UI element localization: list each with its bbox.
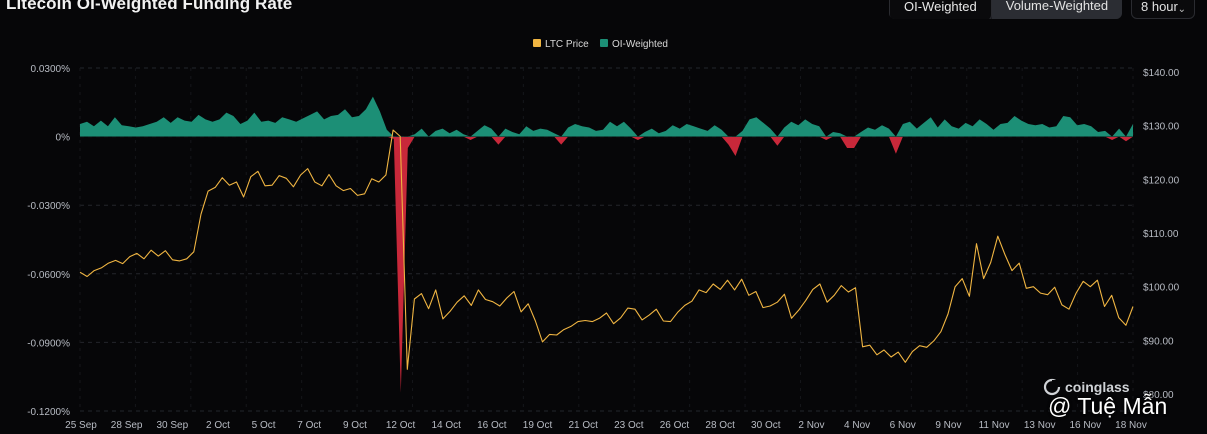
y-right-tick-label: $80.00 <box>1143 390 1174 401</box>
volume-weighted-tab[interactable]: Volume-Weighted <box>991 0 1123 19</box>
x-tick-label: 30 Oct <box>751 420 781 431</box>
x-tick-label: 2 Oct <box>206 420 230 431</box>
x-tick-label: 21 Oct <box>568 420 598 431</box>
x-tick-label: 14 Oct <box>431 420 461 431</box>
chevron-updown-icon: ⌃ ⌄ <box>1177 0 1186 15</box>
x-tick-label: 19 Oct <box>523 420 553 431</box>
y-right-tick-label: $130.00 <box>1143 122 1180 133</box>
x-tick-label: 9 Oct <box>343 420 367 431</box>
y-left-tick-label: -0.0600% <box>27 270 70 281</box>
interval-select[interactable]: 8 hour ⌃ ⌄ <box>1131 0 1195 19</box>
funding-positive-area <box>80 96 1133 137</box>
y-left-tick-label: 0.0300% <box>31 64 71 75</box>
x-tick-label: 16 Oct <box>477 420 507 431</box>
x-tick-label: 12 Oct <box>386 420 416 431</box>
x-tick-label: 13 Nov <box>1024 420 1056 431</box>
x-tick-label: 30 Sep <box>156 420 188 431</box>
oi-weighted-tab[interactable]: OI-Weighted <box>889 0 992 19</box>
coinglass-watermark: coinglass <box>1043 378 1130 396</box>
x-tick-label: 9 Nov <box>935 420 961 431</box>
y-right-tick-label: $100.00 <box>1143 283 1180 294</box>
funding-negative-area <box>80 136 1133 393</box>
x-tick-label: 23 Oct <box>614 420 644 431</box>
y-left-tick-label: -0.0300% <box>27 201 70 212</box>
x-tick-label: 11 Nov <box>979 420 1010 431</box>
user-watermark: @ Tuệ Mẫn <box>1048 393 1168 419</box>
ltc-price-line <box>79 129 1134 370</box>
x-tick-label: 28 Oct <box>705 420 735 431</box>
x-tick-label: 18 Nov <box>1115 420 1147 431</box>
interval-value: 8 hour <box>1141 0 1178 14</box>
x-tick-label: 26 Oct <box>660 420 690 431</box>
x-tick-label: 4 Nov <box>844 420 870 431</box>
page-title: Litecoin OI-Weighted Funding Rate <box>6 0 293 13</box>
x-tick-label: 6 Nov <box>890 420 916 431</box>
y-left-tick-label: -0.1200% <box>27 407 70 418</box>
x-tick-label: 16 Nov <box>1070 420 1102 431</box>
y-right-tick-label: $140.00 <box>1143 68 1180 79</box>
weighting-toggle: OI-Weighted Volume-Weighted <box>889 0 1123 19</box>
legend-swatch <box>600 39 608 47</box>
legend-label: OI-Weighted <box>612 39 668 50</box>
y-right-tick-label: $110.00 <box>1143 229 1179 240</box>
x-tick-label: 7 Oct <box>297 420 321 431</box>
y-left-tick-label: 0% <box>56 133 71 144</box>
coinglass-brand: coinglass <box>1065 379 1130 395</box>
x-tick-label: 28 Sep <box>111 420 143 431</box>
y-left-tick-label: -0.0900% <box>27 338 70 349</box>
x-tick-label: 2 Nov <box>798 420 824 431</box>
coinglass-logo-icon <box>1043 378 1061 396</box>
legend-swatch <box>533 39 541 47</box>
legend-label: LTC Price <box>545 39 589 50</box>
y-right-tick-label: $120.00 <box>1143 175 1180 186</box>
x-tick-label: 25 Sep <box>65 420 97 431</box>
x-tick-label: 5 Oct <box>252 420 276 431</box>
y-right-tick-label: $90.00 <box>1143 336 1174 347</box>
